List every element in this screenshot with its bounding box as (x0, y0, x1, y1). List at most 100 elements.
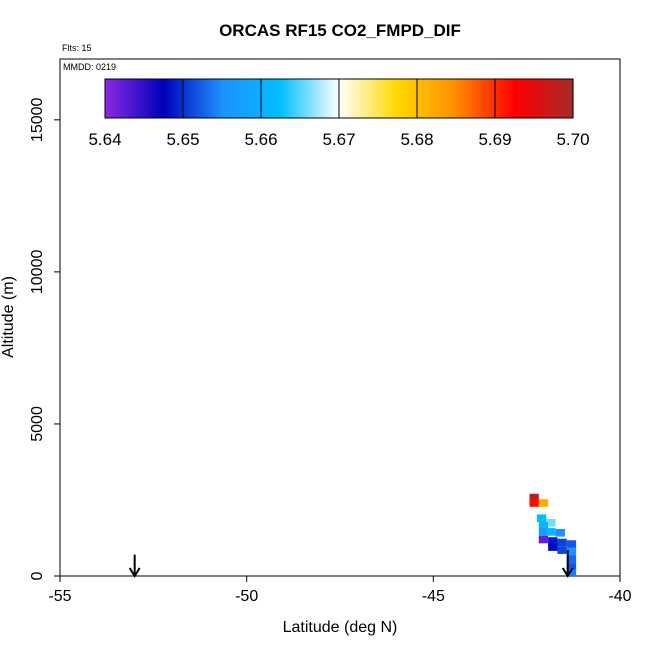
colorbar-segment (200, 79, 204, 118)
colorbar-tick-label: 5.65 (166, 130, 199, 149)
colorbar-segment (161, 79, 165, 118)
colorbar-segment (288, 79, 291, 118)
colorbar-segment (105, 79, 108, 118)
heatmap-cells (529, 493, 577, 576)
heatmap-cell (529, 499, 539, 507)
colorbar-segment (471, 79, 475, 118)
colorbar-segment (173, 79, 176, 118)
colorbar-segment (262, 79, 266, 118)
colorbar-segment (407, 79, 410, 118)
colorbar-segment (340, 79, 344, 118)
colorbar-segment (493, 79, 496, 118)
plot-frame (59, 58, 621, 577)
colorbar-segment (229, 79, 233, 118)
colorbar-segment (179, 79, 182, 118)
colorbar-segment (520, 79, 523, 118)
colorbar-segment (541, 79, 545, 118)
colorbar-segment (333, 79, 336, 118)
colorbar-segment (479, 79, 482, 118)
colorbar-segment (257, 79, 260, 118)
colorbar-segment (249, 79, 252, 118)
colorbar-segment (366, 79, 369, 118)
colorbar-segment (473, 79, 477, 118)
colorbar-segment (169, 79, 172, 118)
colorbar-segment (337, 79, 340, 118)
colorbar-segment (530, 79, 533, 118)
colorbar-segment (264, 79, 268, 118)
heatmap-cell (555, 529, 565, 537)
colorbar-segment (339, 79, 342, 118)
colorbar-segment (372, 79, 375, 118)
colorbar-segment (335, 79, 338, 118)
colorbar-segment (296, 79, 299, 118)
colorbar-segment (303, 79, 307, 118)
colorbar-segment (278, 79, 282, 118)
colorbar-segment (379, 79, 383, 118)
colorbar-segment (409, 79, 412, 118)
colorbar-tick-label: 5.66 (244, 130, 277, 149)
colorbar-segment (329, 79, 332, 118)
colorbar-segment (134, 79, 137, 118)
colorbar-segment (202, 79, 206, 118)
x-tick-label: -50 (235, 588, 258, 605)
colorbar-segment (321, 79, 324, 118)
colorbar-segment (391, 79, 395, 118)
colorbar-segment (440, 79, 443, 118)
heatmap-cell (566, 547, 577, 556)
colorbar-segment (184, 79, 188, 118)
y-tick-label: 5000 (29, 406, 46, 442)
colorbar-segment (266, 79, 270, 118)
colorbar-segment (444, 79, 447, 118)
colorbar-segment (301, 79, 305, 118)
colorbar-segment (430, 79, 434, 118)
colorbar-segment (118, 79, 122, 118)
colorbar-segment (403, 79, 406, 118)
colorbar-segment (557, 79, 560, 118)
colorbar-segment (175, 79, 178, 118)
colorbar-segment (245, 79, 248, 118)
heatmap-cell (538, 528, 549, 536)
colorbar-segment (559, 79, 562, 118)
colorbar-segment (465, 79, 469, 118)
colorbar-segment (454, 79, 457, 118)
colorbar-segment (327, 79, 330, 118)
heatmap-cell (538, 535, 549, 544)
colorbar-segment (144, 79, 147, 118)
colorbar-segment (563, 79, 566, 118)
colorbar-segment (112, 79, 116, 118)
colorbar-segment (500, 79, 504, 118)
colorbar-segment (518, 79, 521, 118)
colorbar-segment (370, 79, 373, 118)
colorbar-segment (549, 79, 553, 118)
colorbar-segment (553, 79, 557, 118)
colorbar-segment (498, 79, 502, 118)
colorbar-segment (368, 79, 371, 118)
colorbar-segment (251, 79, 254, 118)
colorbar-segment (140, 79, 143, 118)
colorbar: 5.64 5.65 5.66 5.67 5.68 5.69 5.70 (88, 78, 590, 149)
colorbar-segment (243, 79, 246, 118)
colorbar-segment (405, 79, 408, 118)
colorbar-segment (481, 79, 484, 118)
colorbar-segment (524, 79, 527, 118)
colorbar-segment (116, 79, 120, 118)
colorbar-segment (567, 79, 570, 118)
colorbar-segment (247, 79, 250, 118)
colorbar-segment (477, 79, 480, 118)
colorbar-segment (354, 79, 358, 118)
colorbar-segment (204, 79, 207, 118)
colorbar-segment (426, 79, 430, 118)
heatmap-cell (557, 546, 567, 554)
colorbar-segment (551, 79, 555, 118)
colorbar-segment (313, 79, 317, 118)
colorbar-segment (268, 79, 272, 118)
colorbar-segment (415, 79, 418, 118)
colorbar-segment (461, 79, 465, 118)
colorbar-segment (344, 79, 348, 118)
colorbar-segment (495, 79, 498, 118)
location-arrows (128, 550, 574, 578)
colorbar-segment (261, 79, 264, 118)
colorbar-segment (208, 79, 211, 118)
colorbar-segment (128, 79, 131, 118)
colorbar-segment (376, 79, 379, 118)
